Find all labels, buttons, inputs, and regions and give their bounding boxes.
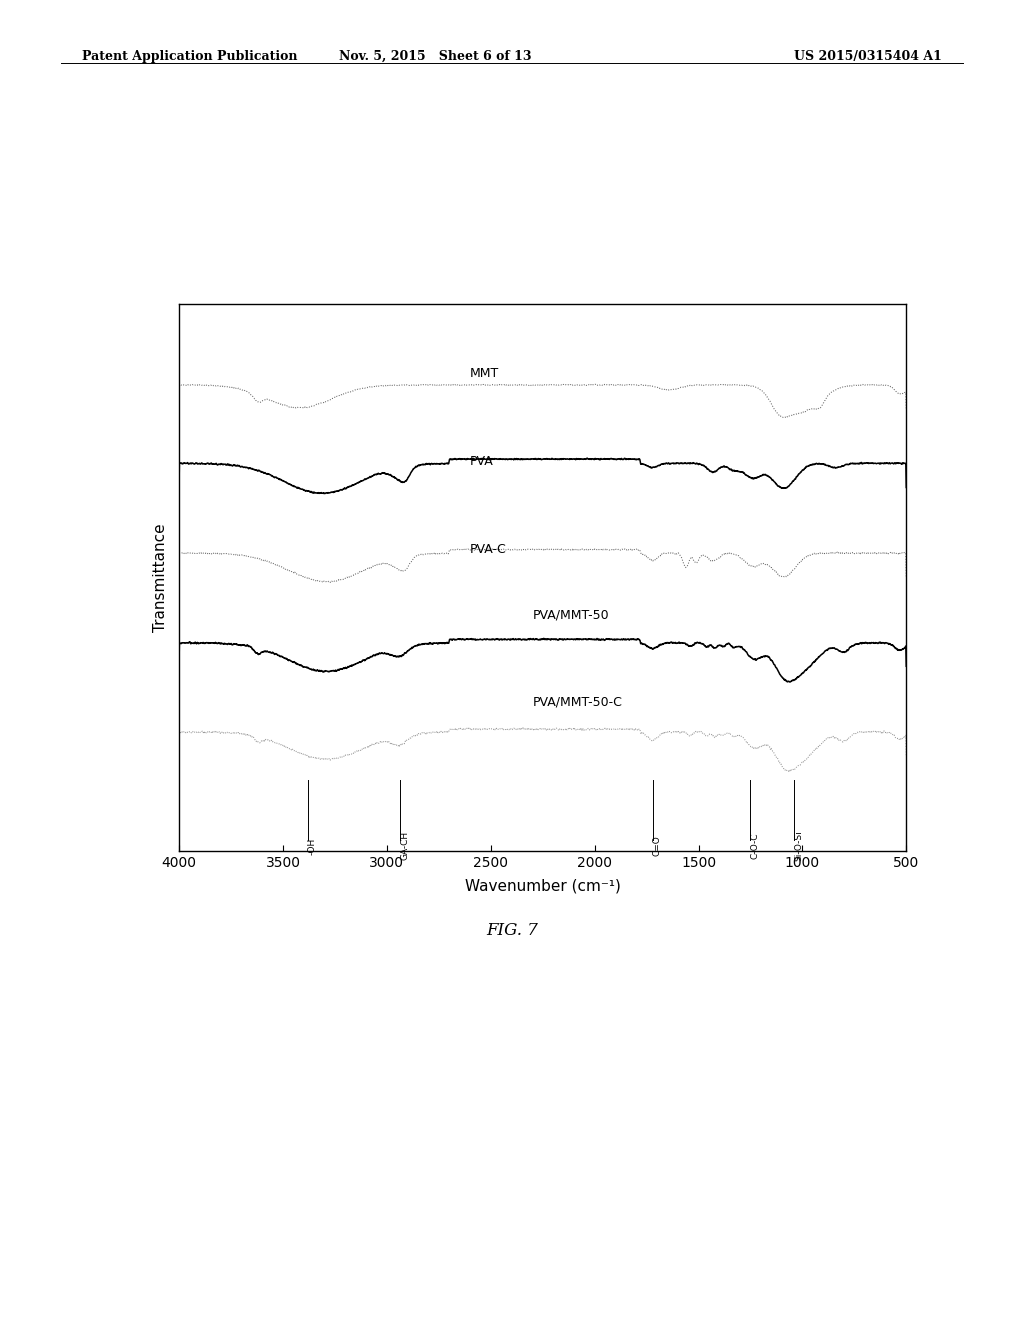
Text: PVA-C: PVA-C [470, 543, 507, 556]
Text: MMT: MMT [470, 367, 500, 380]
Text: GA-CH: GA-CH [400, 832, 410, 861]
Text: US 2015/0315404 A1: US 2015/0315404 A1 [795, 50, 942, 63]
Text: PVA/MMT-50-C: PVA/MMT-50-C [532, 696, 623, 709]
Text: Si-O-Si: Si-O-Si [794, 830, 803, 861]
Text: PVA: PVA [470, 455, 494, 469]
Text: C-O-C: C-O-C [751, 833, 760, 859]
Text: Patent Application Publication: Patent Application Publication [82, 50, 297, 63]
Text: PVA/MMT-50: PVA/MMT-50 [532, 609, 609, 622]
Text: -OH: -OH [308, 837, 317, 854]
Text: FIG. 7: FIG. 7 [486, 923, 538, 939]
Y-axis label: Transmittance: Transmittance [154, 523, 168, 632]
Text: C=O: C=O [653, 836, 662, 857]
Text: Nov. 5, 2015   Sheet 6 of 13: Nov. 5, 2015 Sheet 6 of 13 [339, 50, 531, 63]
X-axis label: Wavenumber (cm⁻¹): Wavenumber (cm⁻¹) [465, 879, 621, 894]
